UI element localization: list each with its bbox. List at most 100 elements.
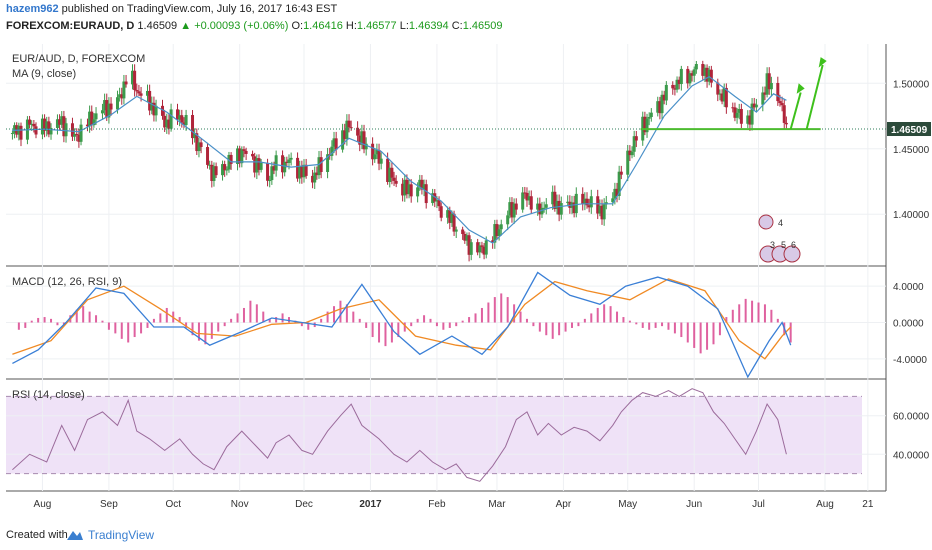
candle-body[interactable] (763, 92, 767, 95)
candle-body[interactable] (420, 179, 424, 190)
candle-body[interactable] (645, 118, 649, 133)
candle-body[interactable] (32, 123, 36, 127)
candle-body[interactable] (424, 184, 428, 204)
candle-body[interactable] (255, 158, 259, 173)
candle-body[interactable] (630, 151, 634, 156)
candle-body[interactable] (422, 184, 426, 190)
candle-body[interactable] (34, 126, 38, 135)
candle-body[interactable] (302, 164, 306, 178)
candle-body[interactable] (540, 208, 544, 215)
target-arrow[interactable] (805, 64, 824, 130)
candle-body[interactable] (49, 127, 53, 135)
rsi-line[interactable] (12, 388, 787, 482)
tradingview-brand[interactable]: TradingView (88, 528, 155, 542)
candle-body[interactable] (694, 64, 698, 70)
candle-body[interactable] (137, 91, 141, 94)
candle-body[interactable] (356, 127, 360, 136)
candle-body[interactable] (315, 172, 319, 176)
candle-body[interactable] (88, 111, 92, 127)
candle-body[interactable] (62, 116, 66, 137)
candle-body[interactable] (722, 87, 726, 102)
candle-body[interactable] (319, 157, 323, 172)
candle-body[interactable] (782, 105, 786, 123)
candle-body[interactable] (379, 158, 383, 164)
candle-body[interactable] (418, 179, 422, 188)
candle-body[interactable] (251, 153, 255, 157)
candle-body[interactable] (244, 150, 248, 154)
candle-body[interactable] (527, 196, 531, 201)
candle-body[interactable] (103, 100, 107, 111)
candle-body[interactable] (304, 164, 308, 176)
candle-body[interactable] (701, 64, 705, 76)
macd-line[interactable] (12, 271, 792, 379)
candle-body[interactable] (274, 155, 278, 171)
candle-body[interactable] (225, 169, 229, 171)
candle-body[interactable] (589, 196, 593, 208)
signal-line[interactable] (12, 278, 792, 360)
candle-body[interactable] (182, 122, 186, 126)
candle-body[interactable] (283, 161, 287, 173)
candle-body[interactable] (64, 123, 68, 137)
candle-body[interactable] (285, 161, 289, 163)
candle-body[interactable] (767, 73, 771, 90)
candle-body[interactable] (690, 73, 694, 76)
candle-body[interactable] (476, 242, 480, 253)
candle-body[interactable] (778, 101, 782, 104)
symbol-name[interactable]: FOREXCOM:EURAUD, D (6, 20, 135, 32)
candle-body[interactable] (120, 94, 124, 99)
candle-body[interactable] (242, 149, 246, 151)
candle-body[interactable] (266, 162, 270, 181)
candle-body[interactable] (296, 157, 300, 179)
candle-body[interactable] (746, 115, 750, 124)
candle-body[interactable] (195, 133, 199, 152)
candle-body[interactable] (13, 125, 17, 134)
candle-body[interactable] (585, 198, 589, 206)
candle-body[interactable] (401, 183, 405, 196)
candle-body[interactable] (317, 157, 321, 176)
candle-body[interactable] (555, 200, 559, 209)
candle-body[interactable] (769, 82, 773, 90)
candle-body[interactable] (115, 97, 119, 110)
candle-body[interactable] (619, 171, 623, 175)
candle-body[interactable] (178, 115, 182, 120)
candle-body[interactable] (724, 87, 728, 108)
candle-body[interactable] (495, 224, 499, 237)
candle-body[interactable] (191, 115, 195, 139)
candle-body[interactable] (660, 94, 664, 114)
candle-body[interactable] (583, 198, 587, 205)
candle-body[interactable] (536, 203, 540, 210)
candle-body[interactable] (480, 245, 484, 247)
candle-body[interactable] (437, 200, 441, 207)
candle-body[interactable] (409, 184, 413, 197)
candle-body[interactable] (510, 202, 514, 218)
candle-body[interactable] (107, 103, 111, 118)
candle-body[interactable] (161, 105, 165, 116)
candle-body[interactable] (176, 109, 180, 120)
candle-body[interactable] (703, 67, 707, 76)
candle-body[interactable] (40, 118, 44, 135)
candle-body[interactable] (752, 103, 756, 108)
candle-body[interactable] (452, 213, 456, 232)
candle-body[interactable] (598, 205, 602, 214)
candle-body[interactable] (709, 69, 713, 83)
candle-body[interactable] (94, 113, 98, 120)
candle-body[interactable] (611, 198, 615, 203)
candle-body[interactable] (643, 116, 647, 133)
candle-body[interactable] (184, 115, 188, 126)
candle-body[interactable] (75, 133, 79, 135)
candle-body[interactable] (529, 196, 533, 210)
candle-body[interactable] (364, 143, 368, 150)
candle-body[interactable] (497, 229, 501, 237)
candle-body[interactable] (45, 121, 49, 131)
candle-body[interactable] (649, 112, 653, 118)
candle-body[interactable] (386, 158, 390, 182)
candle-body[interactable] (677, 79, 681, 85)
candle-body[interactable] (287, 159, 291, 163)
candle-body[interactable] (776, 82, 780, 102)
candle-body[interactable] (210, 164, 214, 181)
candle-body[interactable] (750, 103, 754, 125)
candle-body[interactable] (506, 215, 510, 225)
candle-body[interactable] (602, 204, 606, 220)
candle-body[interactable] (341, 130, 345, 150)
candle-body[interactable] (617, 171, 621, 197)
